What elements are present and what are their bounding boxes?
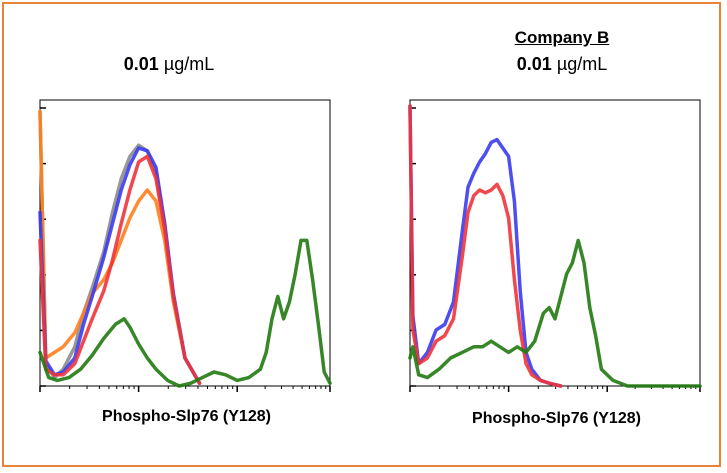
right-series-line-1 [408,104,563,388]
left-series-line-4 [38,238,332,388]
figure-frame: 0.01 µg/mL Company B 0.01 µg/mL Phospho-… [2,2,721,467]
right-x-axis-label: Phospho-Slp76 (Y128) [472,410,641,427]
left-concentration-unit: µg/mL [163,54,215,74]
left-x-axis-label: Phospho-Slp76 (Y128) [102,408,271,425]
right-concentration-unit: µg/mL [556,54,608,74]
left-series-line-1 [38,109,202,385]
left-concentration-value: 0.01 [123,54,159,74]
right-company-title: Company B [514,28,610,47]
left-concentration-label: 0.01 µg/mL [99,54,239,75]
right-series-line-2 [408,238,702,388]
right-series-line-0 [408,104,563,388]
right-plot-frame [409,99,701,387]
right-concentration-value: 0.01 [516,54,552,74]
left-series-line-3 [38,154,202,385]
right-concentration-label: 0.01 µg/mL [492,54,632,75]
right-histogram-chart [408,99,702,392]
left-histogram-chart [38,99,332,392]
